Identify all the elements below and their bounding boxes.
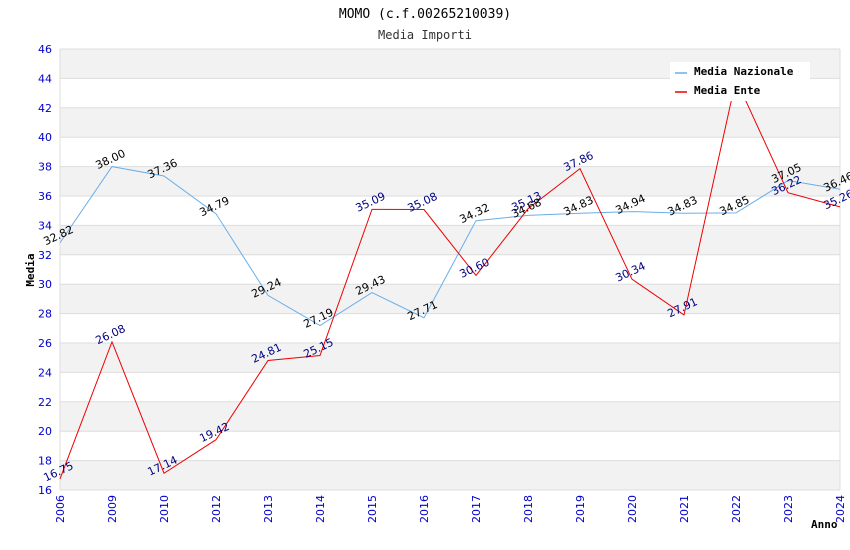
y-tick-label: 16 (38, 484, 52, 497)
data-label: 30.60 (457, 256, 491, 281)
y-tick-label: 42 (38, 102, 52, 115)
y-tick-label: 36 (38, 190, 52, 203)
x-tick-label: 2022 (730, 495, 743, 523)
legend-box (670, 62, 810, 101)
x-axis-ticks: 2006 2009 2010 2012 2013 2014 2015 2016 2017 2018… (54, 495, 847, 523)
series-line-media-nazionale (59, 166, 841, 327)
y-tick-label: 46 (38, 43, 52, 56)
x-tick-label: 2013 (262, 495, 275, 523)
data-label: 34.83 (665, 193, 699, 218)
legend: Media Nazionale Media Ente (670, 62, 810, 101)
plot-band (60, 460, 840, 490)
y-tick-label: 44 (38, 72, 52, 85)
x-tick-label: 2010 (158, 495, 171, 523)
plot-bands (60, 49, 840, 490)
y-tick-label: 38 (38, 161, 52, 174)
x-tick-label: 2019 (574, 495, 587, 523)
y-axis-ticks: 16 18 20 22 24 26 28 30 32 34 36 38 40 42 44 46 (38, 43, 52, 497)
x-tick-label: 2017 (470, 495, 483, 523)
y-tick-label: 30 (38, 278, 52, 291)
x-tick-label: 2012 (210, 495, 223, 523)
plot-band (60, 401, 840, 432)
legend-label-media-ente: Media Ente (694, 84, 761, 97)
x-tick-label: 2015 (366, 495, 379, 523)
x-tick-label: 2006 (54, 495, 67, 523)
data-label: 34.83 (561, 193, 595, 218)
y-tick-label: 34 (38, 219, 52, 232)
plot-band (60, 166, 840, 196)
y-tick-label: 40 (38, 131, 52, 144)
x-tick-label: 2009 (106, 495, 119, 523)
y-tick-label: 28 (38, 308, 52, 321)
plot-band (60, 284, 840, 314)
x-tick-label: 2021 (678, 495, 691, 523)
x-tick-label: 2018 (522, 495, 535, 523)
y-tick-label: 22 (38, 396, 52, 409)
data-label: 34.79 (197, 194, 231, 219)
x-tick-label: 2024 (834, 495, 847, 523)
data-label: 34.32 (457, 201, 491, 226)
y-tick-label: 20 (38, 425, 52, 438)
x-tick-label: 2014 (314, 495, 327, 523)
y-axis-label: Media (24, 253, 37, 286)
y-tick-label: 18 (38, 455, 52, 468)
y-tick-label: 24 (38, 366, 52, 379)
y-tick-label: 26 (38, 337, 52, 350)
data-label: 30.34 (613, 259, 647, 284)
legend-label-media-nazionale: Media Nazionale (694, 65, 794, 78)
y-tick-label: 32 (38, 249, 52, 262)
series-line-media-ente (59, 77, 841, 480)
x-tick-label: 2023 (782, 495, 795, 523)
plot-band (60, 343, 840, 373)
data-label: 34.85 (717, 193, 751, 218)
series-lines (59, 77, 841, 480)
plot-band (60, 107, 840, 138)
x-tick-label: 2016 (418, 495, 431, 523)
chart-title: MOMO (c.f.00265210039) (339, 7, 511, 22)
plot-band (60, 225, 840, 255)
x-tick-label: 2020 (626, 495, 639, 523)
x-axis-label: Anno (811, 518, 838, 531)
chart-subtitle: Media Importi (378, 28, 472, 42)
